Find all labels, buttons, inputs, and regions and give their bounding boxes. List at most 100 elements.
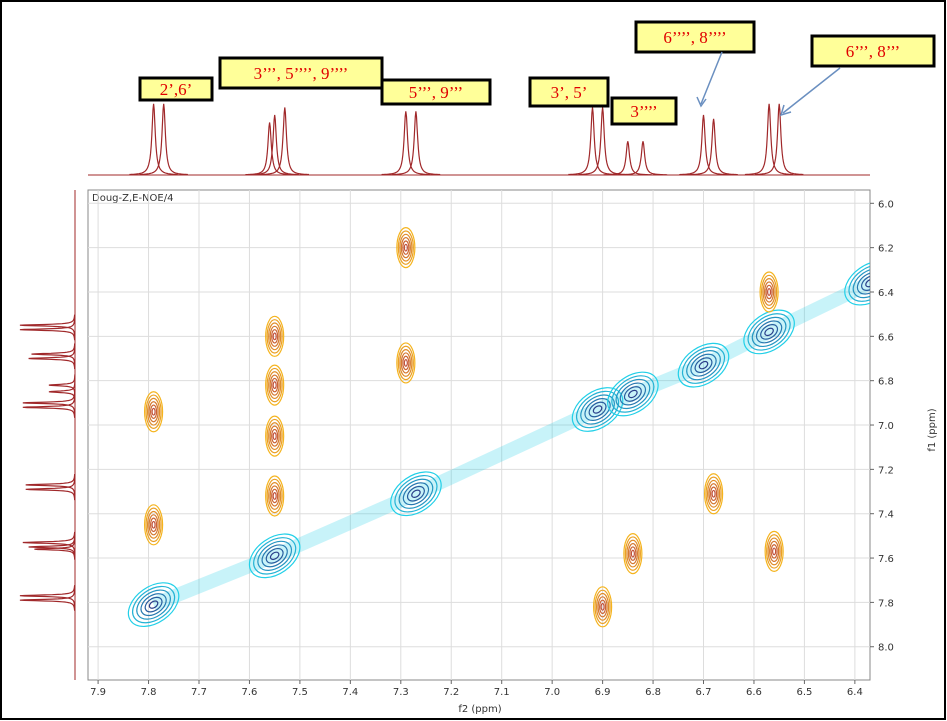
diagonal-peak [677, 342, 730, 388]
contour [271, 329, 279, 344]
contour [626, 539, 640, 568]
contour [398, 478, 434, 509]
contour [146, 397, 161, 426]
cross-peak [265, 475, 285, 517]
contour [592, 405, 603, 414]
contour [396, 342, 416, 384]
left-peak [48, 374, 76, 396]
contour [145, 394, 162, 429]
top-peak [679, 114, 728, 176]
plot-area [87, 189, 871, 681]
cross-peak [593, 586, 613, 628]
contour [136, 589, 171, 620]
contour [766, 288, 772, 296]
contour [596, 592, 610, 621]
left-peak [28, 536, 76, 558]
contour [272, 381, 277, 390]
contour [607, 371, 659, 417]
cross-peak [703, 473, 724, 515]
contour [265, 475, 285, 517]
contour [611, 375, 655, 413]
top-peak [755, 103, 804, 176]
annotation-label: 2’,6’ [160, 80, 193, 99]
contour [623, 533, 643, 575]
y-tick-label: 6.2 [878, 244, 894, 255]
contour [747, 313, 791, 351]
contour [145, 507, 162, 543]
x-tick-label: 7.5 [292, 687, 308, 698]
contour [766, 534, 783, 569]
contour [694, 357, 713, 374]
contour [703, 473, 724, 515]
left-peak [19, 589, 76, 611]
diagonal-peak [571, 387, 624, 432]
contour [848, 264, 870, 302]
y-tick-label: 7.8 [878, 598, 894, 609]
contour [764, 327, 774, 337]
contour [698, 360, 709, 370]
arrow [782, 67, 841, 114]
left-peak [28, 347, 76, 370]
arrow-head [779, 104, 792, 117]
left-peak [19, 314, 76, 336]
contour [856, 271, 870, 295]
contour [149, 517, 158, 533]
contour [269, 374, 280, 396]
y-tick-label: 6.4 [878, 288, 894, 299]
contour [265, 547, 284, 564]
left-peak [48, 381, 76, 403]
contour [760, 274, 778, 310]
contour [765, 284, 773, 300]
contour [266, 478, 283, 514]
grid: 7.9 7.8 7.7 7.6 7.5 7.4 7.3 7.2 7.1 7.0 6.9 6.8 6.7 6… [88, 190, 894, 698]
annotation-box [810, 34, 936, 68]
x-tick-label: 7.1 [494, 687, 510, 698]
contour [268, 371, 282, 400]
contour [132, 585, 176, 624]
contour [397, 230, 414, 265]
contour [584, 398, 611, 422]
contour [597, 596, 608, 618]
contour [402, 355, 410, 371]
contour [627, 543, 638, 565]
cross-peak [143, 391, 164, 433]
contour [599, 599, 607, 615]
contour [769, 540, 780, 563]
contour [265, 364, 285, 406]
contour [615, 378, 651, 410]
y-tick-label: 6.6 [878, 332, 894, 343]
contour [268, 482, 282, 510]
annotation-label: 3’’’’ [630, 102, 657, 121]
contour [144, 596, 163, 613]
contour [148, 514, 159, 536]
contour [588, 401, 607, 418]
contour [628, 389, 638, 399]
annotation-box [138, 76, 214, 102]
x-tick-label: 6.9 [595, 687, 611, 698]
contour [148, 401, 159, 423]
contour [265, 315, 285, 357]
annotations: 2’,6’ 3’’’, 5’’’’, 9’’’’ 5’’’, 9’’’ 3’, 5’ 3… [138, 20, 936, 126]
contour [403, 359, 408, 367]
contour [140, 593, 167, 617]
y-tick-label: 8.0 [878, 643, 894, 654]
cross-peak [396, 227, 416, 269]
contour [764, 530, 784, 573]
x-tick-label: 7.4 [342, 687, 358, 698]
y-tick-label: 6.0 [878, 199, 894, 210]
top-peak [689, 118, 738, 176]
contour [406, 485, 425, 502]
contour [257, 540, 293, 571]
contour [403, 243, 408, 252]
dataset-label: Doug-Z,E-NOE/4 [92, 193, 173, 204]
cross-peak [265, 315, 285, 357]
annotation-label: 6’’’’, 8’’’’ [663, 28, 726, 47]
contour [630, 549, 635, 558]
contour [265, 415, 285, 457]
contour [269, 485, 280, 507]
contour [593, 586, 613, 628]
cross-peak [764, 530, 784, 573]
contour [709, 486, 718, 502]
contour [400, 352, 411, 374]
annotation-box [218, 56, 384, 90]
